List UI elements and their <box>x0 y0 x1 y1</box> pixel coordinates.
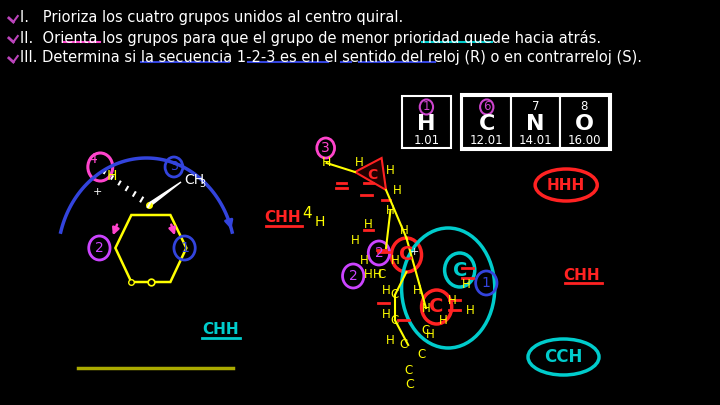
Text: H: H <box>422 301 431 315</box>
Text: II.  Orienta los grupos para que el grupo de menor prioridad quede hacia atrás.: II. Orienta los grupos para que el grupo… <box>19 30 600 46</box>
Text: 8: 8 <box>581 100 588 113</box>
Text: CH: CH <box>184 173 204 187</box>
Text: 12.01: 12.01 <box>470 134 503 147</box>
Text: 1.01: 1.01 <box>413 134 439 147</box>
Text: C: C <box>391 313 399 326</box>
Text: O: O <box>575 114 594 134</box>
Text: H: H <box>382 309 390 322</box>
Text: H: H <box>466 303 474 316</box>
Text: H: H <box>386 333 395 347</box>
Text: CHH: CHH <box>563 267 600 283</box>
Text: H: H <box>355 156 364 170</box>
Text: CHH: CHH <box>264 211 300 226</box>
Text: 3: 3 <box>170 160 178 173</box>
Text: H: H <box>373 269 382 281</box>
Text: H: H <box>315 215 325 229</box>
Text: III. Determina si la secuencia 1-2-3 es en el sentido del reloj (R) o en contrar: III. Determina si la secuencia 1-2-3 es … <box>19 50 642 65</box>
Text: H: H <box>351 234 359 247</box>
Bar <box>560 96 609 148</box>
Text: H: H <box>382 284 390 296</box>
Text: H: H <box>364 269 373 281</box>
Text: 1: 1 <box>423 100 430 113</box>
Text: 3: 3 <box>321 141 330 155</box>
Bar <box>511 96 560 148</box>
Text: C: C <box>405 379 415 392</box>
Text: 7: 7 <box>532 100 539 113</box>
Text: H: H <box>426 328 435 341</box>
Text: H: H <box>386 203 395 217</box>
Text: 6: 6 <box>483 100 490 113</box>
Text: C: C <box>452 260 467 279</box>
Text: 3: 3 <box>199 179 206 189</box>
Text: C: C <box>422 324 430 337</box>
Bar <box>402 96 451 148</box>
Text: H: H <box>413 284 421 296</box>
Text: +: + <box>93 187 102 197</box>
Text: I.   Prioriza los cuatro grupos unidos al centro quiral.: I. Prioriza los cuatro grupos unidos al … <box>19 10 402 25</box>
Bar <box>462 96 511 148</box>
Bar <box>461 94 611 150</box>
Text: C: C <box>377 269 386 281</box>
Text: C: C <box>418 348 426 362</box>
Text: H: H <box>400 224 408 237</box>
Text: C: C <box>404 364 413 377</box>
Text: 4: 4 <box>302 205 312 220</box>
Text: H: H <box>359 254 368 266</box>
Text: H: H <box>364 219 373 232</box>
Text: 16.00: 16.00 <box>567 134 601 147</box>
Text: C: C <box>391 288 399 301</box>
Text: C: C <box>368 168 378 182</box>
Text: 2: 2 <box>348 269 358 283</box>
Text: H: H <box>439 313 448 326</box>
Text: H: H <box>449 294 457 307</box>
Text: N: N <box>526 114 545 134</box>
Text: +: + <box>410 247 419 257</box>
Text: C: C <box>479 114 495 134</box>
Text: C: C <box>429 298 444 316</box>
Polygon shape <box>149 182 181 207</box>
Text: CCH: CCH <box>544 348 582 366</box>
Text: 2: 2 <box>95 241 104 255</box>
Text: 1: 1 <box>482 276 491 290</box>
Text: H: H <box>390 254 400 266</box>
Text: 1: 1 <box>180 241 189 255</box>
Text: H: H <box>393 183 402 196</box>
Text: 4: 4 <box>89 152 97 166</box>
Text: 14.01: 14.01 <box>518 134 552 147</box>
Text: HHH: HHH <box>547 177 585 192</box>
Text: H: H <box>322 156 331 170</box>
Text: H: H <box>386 164 395 177</box>
Text: H: H <box>107 169 117 183</box>
Text: C: C <box>400 339 408 352</box>
Text: H: H <box>417 114 436 134</box>
Text: H: H <box>462 279 470 292</box>
Text: C: C <box>400 245 413 264</box>
Text: CHH: CHH <box>202 322 238 337</box>
Polygon shape <box>355 158 386 190</box>
Text: 2: 2 <box>374 246 383 260</box>
